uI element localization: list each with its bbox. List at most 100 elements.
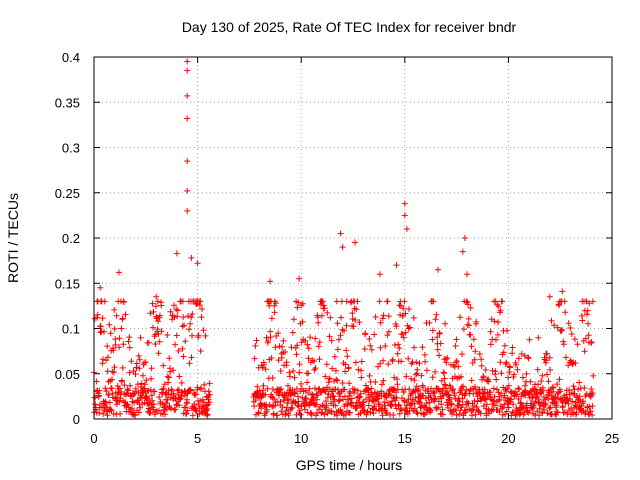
data-point [275,330,282,337]
data-point [514,391,521,398]
data-point [383,410,390,417]
data-point [328,337,335,344]
data-point [126,344,133,351]
data-point [108,407,115,414]
data-point [586,300,593,307]
data-point [354,298,361,305]
data-point [188,254,195,261]
data-point [184,58,191,65]
data-point [184,92,191,99]
data-point [437,340,444,347]
data-point [153,293,160,300]
data-point [136,356,143,363]
data-point [197,298,204,305]
data-point [180,353,187,360]
data-point [433,311,440,318]
data-point [148,392,155,399]
data-point [557,388,564,395]
data-point [174,313,181,320]
data-point [453,358,460,364]
data-point [562,309,569,316]
data-point [166,404,173,411]
data-point [307,334,314,341]
data-point [96,410,103,416]
data-point [341,386,348,393]
data-point [467,331,474,338]
data-point [293,385,300,392]
data-point [516,386,523,393]
data-point [423,400,430,407]
data-point [156,394,163,401]
data-point [105,391,112,398]
data-point [397,406,404,412]
data-point [453,412,460,418]
data-point [559,326,565,333]
data-point [304,379,311,386]
data-point [278,386,284,392]
data-point [448,400,455,407]
data-point [367,342,374,349]
data-point [543,357,550,364]
data-point [254,391,260,398]
data-point [347,409,353,416]
data-point [269,375,276,381]
data-point [560,409,567,416]
data-point [319,312,325,319]
data-point [381,399,388,406]
data-point [337,332,344,339]
data-point [392,342,398,348]
data-point [283,404,290,411]
data-point [291,374,298,381]
data-point [497,359,504,366]
data-point [184,399,191,406]
data-point [179,323,186,330]
data-point [482,366,489,373]
data-point [460,326,467,333]
data-point [160,362,167,369]
data-point [260,382,267,389]
data-point [102,385,109,392]
data-point [525,355,532,362]
data-point [496,393,503,400]
data-point [400,334,407,341]
data-point [166,355,173,362]
data-point [406,324,413,331]
data-point [262,366,269,373]
data-point [572,360,579,367]
data-point [198,385,205,392]
data-point [391,374,398,381]
data-point [335,336,342,343]
data-point [306,385,313,392]
data-point [128,358,135,365]
data-point [195,332,202,339]
data-point [554,324,561,331]
data-point [508,396,515,403]
data-point [194,260,201,267]
data-point [325,391,332,397]
data-point [176,402,183,409]
data-point [92,394,99,401]
data-point [299,318,306,325]
data-point [362,330,369,337]
data-point [204,405,211,412]
data-point [400,305,407,312]
data-point [337,230,344,237]
data-point [573,409,580,416]
data-point [419,344,426,351]
data-point [413,371,419,378]
data-point [302,406,308,413]
data-point [294,304,301,311]
data-point [570,383,577,390]
data-point [351,386,358,393]
data-point [282,349,289,355]
data-point [267,328,274,335]
data-point [546,293,553,300]
data-point [570,410,576,417]
data-point [588,386,595,392]
data-point [380,357,387,364]
data-point [353,306,360,313]
data-point [565,400,572,407]
data-point [311,358,318,365]
data-point [403,373,410,380]
data-point [551,322,558,329]
